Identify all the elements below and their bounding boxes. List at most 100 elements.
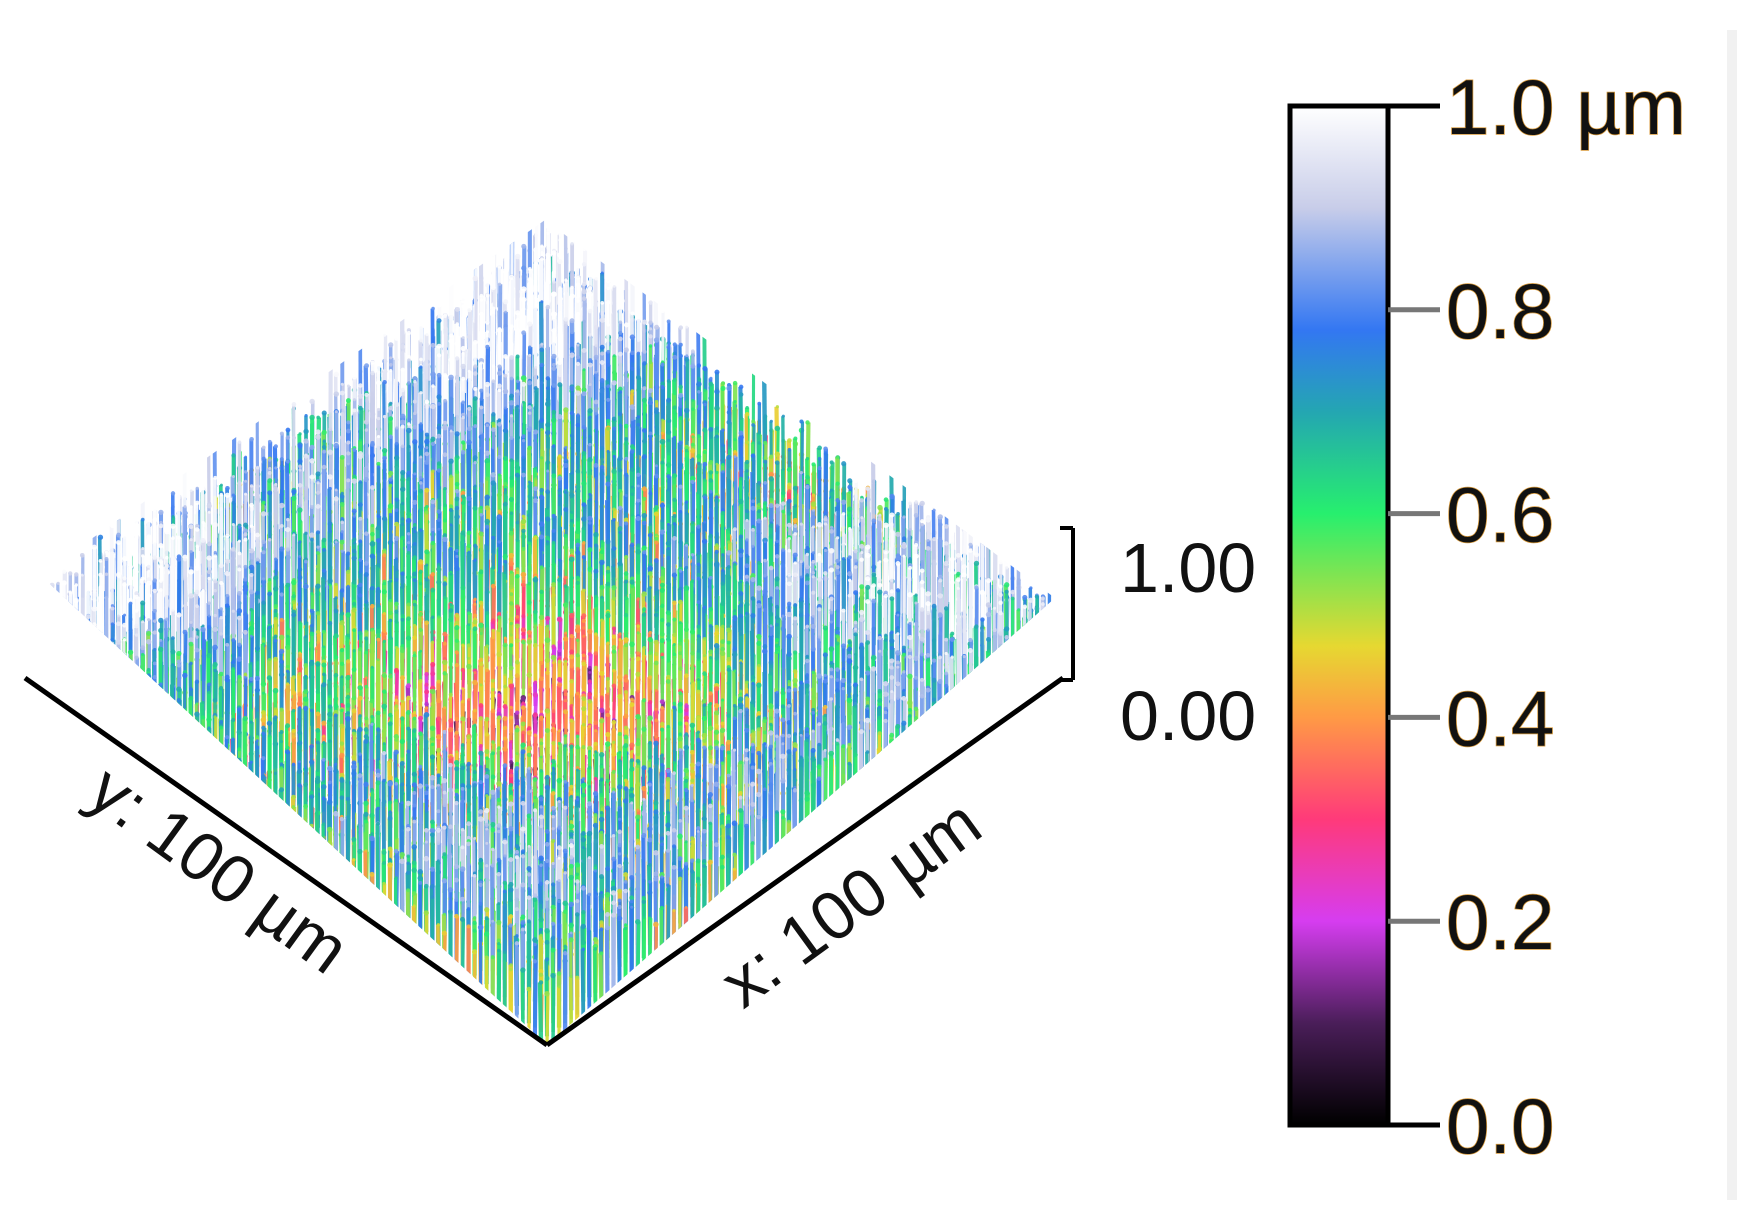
surface-point [545,386,550,391]
surface-point [641,486,647,492]
surface-point [678,384,683,389]
surface-point [606,426,611,431]
surface-point [467,260,471,264]
surface-point [642,386,647,391]
surface-point [260,511,267,517]
surface-point [763,480,767,485]
surface-point [358,480,363,484]
surface-point [967,526,974,532]
surface-point [472,396,478,401]
surface-point [715,426,719,430]
surface-point [297,458,303,464]
surface-point [327,474,333,480]
surface-point [588,492,592,496]
surface-point [763,378,768,383]
surface-point [334,410,338,414]
surface-point [787,489,792,494]
surface-point [666,487,671,492]
surface-point [757,401,762,406]
surface-point [406,470,411,475]
surface-point [902,473,907,478]
surface-point [545,401,551,407]
surface-point [370,531,375,537]
surface-point [497,370,502,376]
surface-point [739,476,743,481]
surface-point [389,369,393,373]
surface-point [497,473,501,477]
surface-point [593,531,599,538]
surface-point [774,451,781,457]
surface-point [424,438,430,445]
surface-point [636,498,641,503]
surface-point [630,366,635,372]
surface-point [448,374,454,381]
surface-point [576,295,580,299]
surface-point [799,470,803,475]
surface-point [768,503,774,509]
surface-point [534,466,538,470]
surface-point [618,411,623,417]
surface-point [690,442,695,447]
surface-point [291,402,297,407]
surface-point [750,453,756,458]
surface-point [642,428,647,433]
surface-point [848,490,852,494]
surface-point [224,492,230,498]
surface-point [473,240,478,245]
surface-point [315,429,321,435]
surface-point [666,397,672,403]
surface-point [624,423,629,429]
surface-point [678,416,683,420]
surface-point [750,505,756,511]
surface-point [316,415,320,420]
surface-point [303,428,309,435]
surface-point [600,301,605,305]
surface-point [636,543,641,548]
surface-point [781,414,785,418]
surface-point [642,438,647,444]
surface-point [636,484,640,488]
surface-point [285,459,290,464]
surface-point [618,278,623,283]
surface-point [346,420,351,425]
surface-point [436,394,442,400]
surface-point [419,422,423,426]
surface-point [424,305,430,310]
surface-point [521,472,526,478]
surface-point [407,422,411,426]
surface-point [407,358,411,362]
surface-point [321,547,327,552]
surface-point [424,399,430,405]
surface-point [545,516,551,522]
surface-point [521,296,527,303]
surface-point [534,284,538,288]
surface-point [606,349,611,354]
surface-point [297,443,303,449]
surface-point [690,448,696,454]
surface-point [757,441,761,445]
surface-point [629,449,635,454]
surface-point [581,246,587,251]
surface-point [502,427,509,434]
surface-point [569,548,575,554]
surface-point [618,468,623,473]
surface-point [473,386,478,391]
surface-point [382,380,387,385]
surface-point [540,251,544,254]
surface-point [189,505,193,509]
surface-point [641,397,647,403]
surface-point [472,275,479,282]
surface-point [413,526,417,530]
surface-point [768,476,774,482]
surface-point [466,426,472,432]
surface-point [908,527,912,531]
surface-point [551,353,557,359]
surface-point [527,405,532,410]
surface-point [370,370,375,376]
surface-point [714,405,720,411]
surface-point [521,381,527,387]
surface-point [811,525,815,529]
surface-point [213,430,218,435]
surface-point [696,454,702,459]
surface-point [140,460,146,465]
